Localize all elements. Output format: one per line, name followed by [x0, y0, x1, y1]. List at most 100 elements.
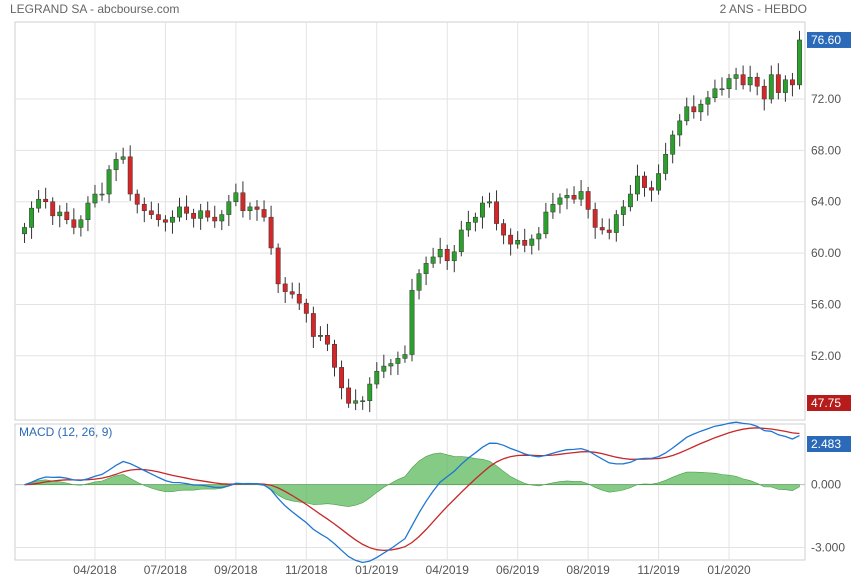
candle-body [501, 223, 507, 236]
candle-body [754, 76, 760, 87]
candle-body [761, 85, 767, 100]
candle-body [374, 370, 380, 385]
candle-body [395, 358, 401, 364]
candle-body [670, 134, 676, 155]
candle-body [198, 210, 204, 219]
last-price-badge [807, 31, 851, 48]
candle-body [606, 229, 612, 233]
candle-body [409, 290, 415, 355]
macd-title: MACD (12, 26, 9) [19, 425, 112, 439]
candle-body [388, 363, 394, 367]
price-y-tick: 68.00 [811, 143, 841, 157]
candle-body [649, 187, 654, 191]
price-y-tick: 56.00 [811, 297, 841, 311]
candle-body [367, 383, 373, 401]
candle-body [480, 202, 485, 218]
x-tick: 01/2019 [355, 563, 399, 577]
price-y-tick: 60.00 [811, 246, 841, 260]
candle-body [698, 103, 704, 113]
candle-body [599, 227, 605, 231]
macd-last-label: 2.483 [811, 437, 841, 451]
candle-body [536, 233, 542, 240]
candle-body [656, 173, 662, 191]
candle-body [747, 76, 753, 86]
chart-title: LEGRAND SA - abcbourse.com [10, 2, 180, 16]
candle-body [402, 354, 408, 359]
candle-body [768, 74, 774, 100]
candle-body [170, 216, 175, 223]
macd-y-tick: 0.000 [811, 478, 841, 492]
candle-body [642, 175, 647, 188]
candle-body [148, 210, 154, 215]
x-tick: 07/2018 [144, 563, 188, 577]
candle-body [585, 191, 591, 210]
macd-y-tick: -3.000 [811, 540, 845, 554]
candle-body [113, 159, 119, 170]
candle-body [289, 291, 295, 295]
candle-body [543, 211, 549, 235]
candle-body [578, 191, 584, 200]
price-y-tick: 52.00 [811, 349, 841, 363]
candle-body [663, 153, 669, 174]
macd-panel [14, 423, 806, 561]
candle-body [50, 201, 56, 217]
price-panel [14, 21, 806, 421]
candle-body [719, 88, 725, 91]
x-tick: 01/2020 [707, 563, 751, 577]
x-tick: 11/2019 [637, 563, 680, 577]
candle-body [529, 238, 535, 246]
chart-period: 2 ANS - HEBDO [719, 2, 807, 16]
x-tick: 09/2018 [214, 563, 258, 577]
candle-body [92, 193, 98, 204]
macd-last-badge [807, 436, 851, 452]
x-tick: 04/2018 [73, 563, 117, 577]
candle-body [275, 247, 281, 285]
candle-body [332, 344, 337, 368]
candle-body [782, 79, 788, 93]
candle-body [296, 293, 302, 304]
candle-body [22, 227, 27, 235]
candle-body [353, 400, 359, 404]
candle-body [127, 156, 133, 195]
candle-body [303, 302, 309, 314]
candle-body [430, 256, 436, 264]
candle-body [613, 214, 619, 233]
candle-body [184, 206, 189, 214]
candle-body [155, 214, 161, 220]
candle-body [522, 240, 528, 246]
candle-body [423, 263, 429, 274]
candle-body [620, 206, 626, 215]
candle-body [99, 193, 105, 196]
candle-body [282, 283, 288, 292]
candle-body [691, 106, 697, 113]
candle-body [36, 198, 42, 209]
candle-body [465, 222, 471, 231]
candle-body [712, 88, 718, 98]
candle-body [240, 192, 246, 211]
candle-body [85, 202, 91, 220]
candle-body [261, 209, 267, 218]
candle-body [416, 273, 422, 291]
signal-line [24, 427, 800, 552]
low-price-badge [807, 395, 851, 411]
macd-histogram [24, 452, 800, 507]
macd-line [24, 421, 800, 564]
candle-body [705, 97, 711, 105]
candle-body [191, 213, 197, 219]
candle-body [106, 169, 112, 195]
x-tick: 11/2018 [285, 563, 328, 577]
candle-body [247, 206, 253, 211]
candle-body [458, 229, 464, 253]
candle-body [733, 74, 739, 79]
candle-body [437, 248, 443, 258]
candle-body [789, 79, 795, 86]
candle-body [233, 192, 239, 202]
candle-body [515, 240, 521, 245]
candle-body [134, 193, 140, 205]
last-price-label: 76.60 [811, 33, 841, 47]
candle-body [451, 251, 457, 262]
candle-body [177, 206, 182, 218]
candle-body [254, 206, 260, 210]
candle-body [212, 216, 218, 222]
